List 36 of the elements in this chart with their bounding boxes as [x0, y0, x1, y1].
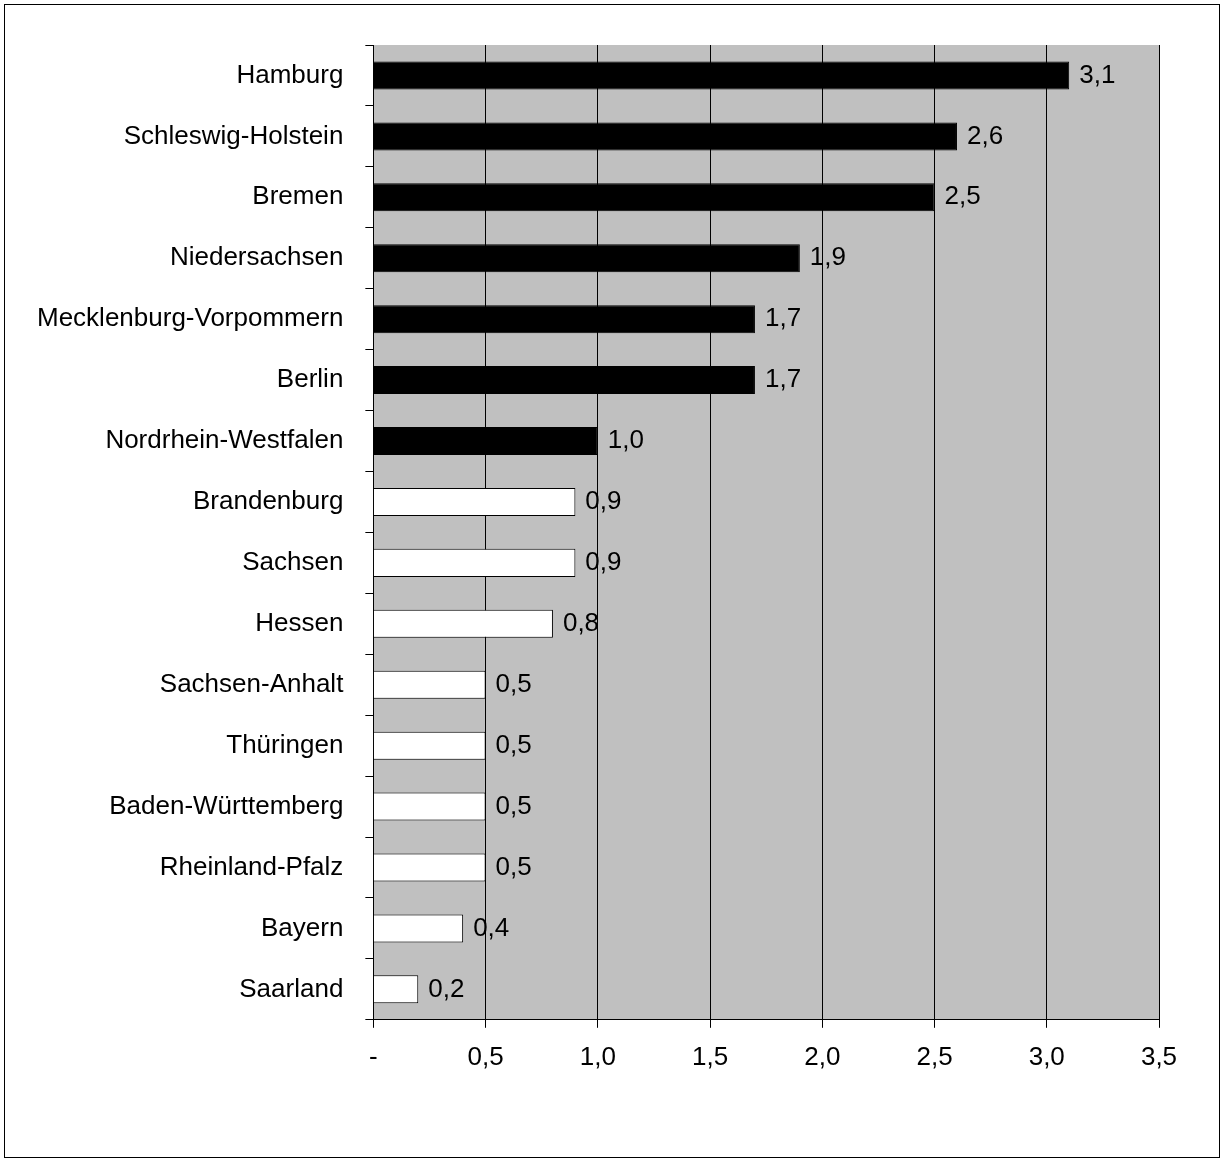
- data-label: 0,5: [495, 728, 532, 759]
- x-tick-label: 3,0: [1028, 1040, 1065, 1071]
- x-tick-label: 2,5: [916, 1040, 953, 1071]
- y-tick-label: Berlin: [276, 363, 344, 394]
- y-tick-label: Niedersachsen: [169, 241, 344, 272]
- y-tick-label: Hessen: [255, 606, 344, 637]
- y-tick-label: Bayern: [260, 911, 344, 942]
- data-label: 0,5: [495, 667, 532, 698]
- data-label: 2,5: [944, 180, 981, 211]
- data-label: 2,6: [966, 119, 1004, 150]
- x-tick-label: 3,5: [1140, 1040, 1178, 1071]
- y-tick-label: Sachsen: [242, 546, 344, 577]
- data-label: 1,7: [764, 363, 802, 394]
- x-tick-label: -: [369, 1040, 378, 1071]
- y-tick-label: Schleswig-Holstein: [123, 119, 344, 150]
- y-tick-label: Mecklenburg-Vorpommern: [36, 302, 344, 333]
- y-tick-label: Nordrhein-Westfalen: [105, 424, 344, 455]
- data-label: 1,7: [764, 302, 802, 333]
- y-tick-label: Bremen: [252, 180, 344, 211]
- y-tick-label: Hamburg: [236, 58, 344, 89]
- x-tick-label: 1,5: [691, 1040, 729, 1071]
- y-tick-label: Brandenburg: [193, 485, 344, 516]
- data-label: 0,8: [562, 606, 600, 637]
- y-tick-label: Baden-Württemberg: [109, 789, 344, 820]
- data-label: 3,1: [1079, 58, 1116, 89]
- data-label: 0,2: [428, 972, 465, 1003]
- x-tick-label: 2,0: [804, 1040, 841, 1071]
- y-tick-label: Saarland: [239, 972, 344, 1003]
- data-label: 0,5: [495, 789, 532, 820]
- y-tick-label: Sachsen-Anhalt: [159, 667, 345, 698]
- x-tick-label: 0,5: [467, 1040, 504, 1071]
- x-tick-label: 1,0: [579, 1040, 616, 1071]
- y-tick-label: Rheinland-Pfalz: [159, 850, 344, 881]
- y-tick-label: Thüringen: [226, 728, 344, 759]
- data-label: 1,0: [607, 424, 644, 455]
- data-label: 0,5: [495, 850, 532, 881]
